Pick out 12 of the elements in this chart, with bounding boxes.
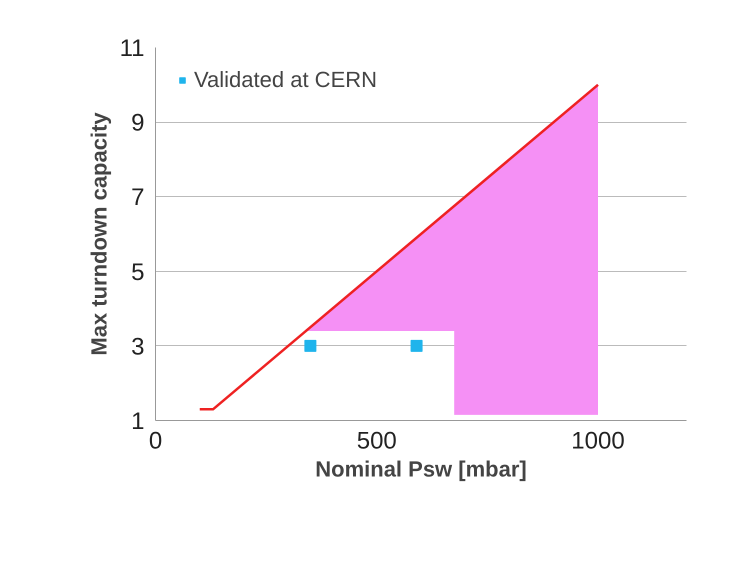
x-axis-title: Nominal Psw [mbar] (315, 456, 527, 482)
y-tick-label: 11 (120, 35, 145, 62)
y-tick-label: 7 (131, 184, 145, 212)
x-tick-label: 1000 (571, 428, 625, 454)
y-tick-label: 5 (131, 258, 145, 286)
y-axis-title: Max turndown capacity (86, 112, 112, 356)
y-tick-label: 3 (131, 333, 145, 360)
y-tick-label: 9 (131, 110, 145, 137)
legend-label: Validated at CERN (194, 67, 378, 93)
x-tick-label: 0 (148, 428, 162, 454)
y-tick-label: 1 (131, 408, 145, 435)
x-tick-label: 500 (356, 428, 397, 454)
